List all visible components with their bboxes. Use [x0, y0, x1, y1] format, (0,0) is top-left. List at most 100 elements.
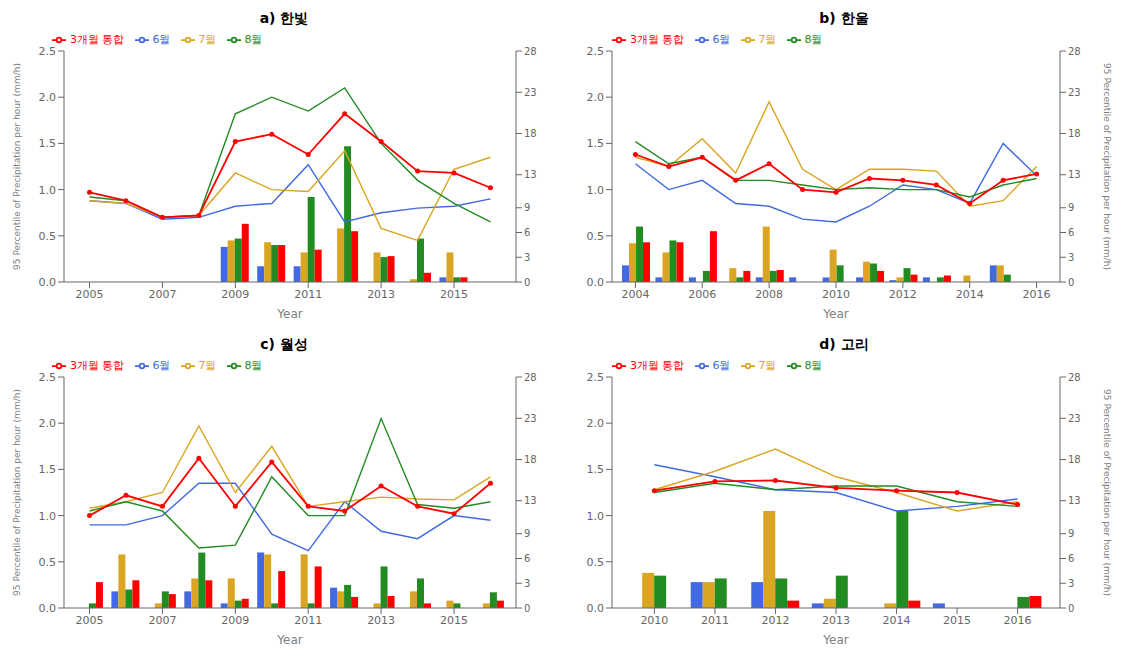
svg-text:23: 23	[524, 87, 537, 98]
svg-text:95 Percentile of Precipitation: 95 Percentile of Precipitation per hour …	[12, 63, 22, 270]
svg-text:2.5: 2.5	[587, 371, 605, 384]
svg-text:1.0: 1.0	[39, 184, 57, 197]
svg-text:9: 9	[524, 528, 530, 539]
svg-text:2008: 2008	[755, 288, 783, 301]
svg-text:1.5: 1.5	[39, 137, 57, 150]
svg-text:0.5: 0.5	[39, 230, 57, 243]
svg-text:6: 6	[1068, 553, 1074, 564]
svg-text:23: 23	[524, 413, 537, 424]
svg-text:2013: 2013	[822, 614, 850, 627]
svg-text:6: 6	[524, 227, 530, 238]
svg-text:2012: 2012	[889, 288, 917, 301]
html-text:c) 월성: c) 월성	[260, 336, 308, 352]
svg-text:18: 18	[524, 128, 537, 139]
svg-text:28: 28	[524, 372, 537, 383]
svg-text:1.5: 1.5	[587, 463, 605, 476]
html-text:d) 고리: d) 고리	[819, 336, 869, 352]
svg-text:2012: 2012	[761, 614, 789, 627]
svg-text:0.5: 0.5	[587, 230, 605, 243]
svg-text:2006: 2006	[688, 288, 716, 301]
svg-text:95 Percentile of Precipitation: 95 Percentile of Precipitation per hour …	[1102, 63, 1112, 270]
svg-text:9: 9	[524, 202, 530, 213]
svg-text:2005: 2005	[76, 288, 104, 301]
svg-text:2011: 2011	[701, 614, 729, 627]
svg-text:6: 6	[524, 553, 530, 564]
svg-text:2005: 2005	[76, 614, 104, 627]
svg-text:28: 28	[1068, 46, 1081, 57]
svg-text:13: 13	[1068, 495, 1081, 506]
svg-text:0.0: 0.0	[39, 276, 57, 289]
svg-text:0: 0	[524, 603, 530, 614]
svg-text:0.0: 0.0	[587, 276, 605, 289]
svg-text:2.0: 2.0	[39, 91, 57, 104]
svg-text:2011: 2011	[294, 288, 322, 301]
svg-text:9: 9	[1068, 528, 1074, 539]
svg-text:2013: 2013	[367, 614, 395, 627]
svg-text:18: 18	[524, 454, 537, 465]
svg-text:28: 28	[1068, 372, 1081, 383]
svg-text:18: 18	[1068, 128, 1081, 139]
svg-text:Year: Year	[276, 307, 302, 321]
html-text:8월: 8월	[244, 33, 263, 46]
svg-text:2014: 2014	[956, 288, 984, 301]
svg-text:1.5: 1.5	[587, 137, 605, 150]
svg-text:2.0: 2.0	[39, 417, 57, 430]
svg-text:28: 28	[524, 46, 537, 57]
svg-text:Year: Year	[276, 633, 302, 647]
svg-text:2004: 2004	[621, 288, 649, 301]
svg-text:2014: 2014	[883, 614, 911, 627]
svg-text:2007: 2007	[148, 288, 176, 301]
svg-text:3: 3	[1068, 252, 1074, 263]
svg-text:13: 13	[524, 169, 537, 180]
svg-text:2.5: 2.5	[39, 371, 57, 384]
svg-text:2009: 2009	[221, 614, 249, 627]
svg-text:2015: 2015	[440, 288, 468, 301]
svg-text:23: 23	[1068, 87, 1081, 98]
svg-text:2013: 2013	[367, 288, 395, 301]
svg-text:95 Percentile of Precipitation: 95 Percentile of Precipitation per hour …	[12, 389, 22, 596]
svg-text:0.0: 0.0	[587, 602, 605, 615]
svg-text:13: 13	[1068, 169, 1081, 180]
svg-text:0: 0	[1068, 277, 1074, 288]
svg-text:3: 3	[1068, 578, 1074, 589]
svg-text:2016: 2016	[1004, 614, 1032, 627]
html-text:3개월 통합: 3개월 통합	[630, 33, 685, 46]
svg-text:18: 18	[1068, 454, 1081, 465]
svg-text:1.0: 1.0	[587, 184, 605, 197]
svg-text:2007: 2007	[148, 614, 176, 627]
svg-text:1.0: 1.0	[39, 510, 57, 523]
html-text:a) 한빛: a) 한빛	[259, 10, 309, 26]
svg-text:1.5: 1.5	[39, 463, 57, 476]
html-text:6월: 6월	[712, 33, 731, 46]
svg-text:2016: 2016	[1023, 288, 1051, 301]
svg-text:2.0: 2.0	[587, 91, 605, 104]
svg-text:9: 9	[1068, 202, 1074, 213]
svg-text:0.0: 0.0	[39, 602, 57, 615]
svg-text:3: 3	[524, 578, 530, 589]
svg-text:2.5: 2.5	[587, 45, 605, 58]
svg-text:95 Percentile of Precipitation: 95 Percentile of Precipitation per hour …	[1102, 389, 1112, 596]
svg-text:2015: 2015	[440, 614, 468, 627]
html-text:7월: 7월	[198, 33, 217, 46]
svg-text:13: 13	[524, 495, 537, 506]
svg-text:2010: 2010	[640, 614, 668, 627]
svg-text:2009: 2009	[221, 288, 249, 301]
svg-text:2015: 2015	[943, 614, 971, 627]
svg-text:2010: 2010	[822, 288, 850, 301]
svg-text:23: 23	[1068, 413, 1081, 424]
svg-text:1.0: 1.0	[587, 510, 605, 523]
svg-text:0.5: 0.5	[39, 556, 57, 569]
svg-text:0: 0	[524, 277, 530, 288]
svg-text:Year: Year	[822, 307, 848, 321]
html-text:3개월 통합: 3개월 통합	[70, 33, 125, 46]
svg-text:Year: Year	[822, 633, 848, 647]
svg-text:2011: 2011	[294, 614, 322, 627]
svg-text:2.5: 2.5	[39, 45, 57, 58]
svg-text:6: 6	[1068, 227, 1074, 238]
svg-text:2.0: 2.0	[587, 417, 605, 430]
svg-text:0: 0	[1068, 603, 1074, 614]
html-text:b) 한울: b) 한울	[819, 10, 869, 26]
html-text:6월: 6월	[152, 33, 171, 46]
svg-text:0.5: 0.5	[587, 556, 605, 569]
svg-text:3: 3	[524, 252, 530, 263]
